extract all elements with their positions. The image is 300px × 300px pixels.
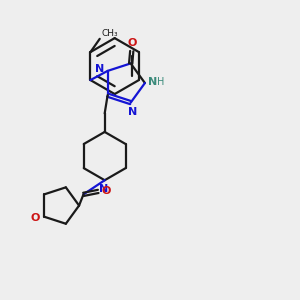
Text: O: O (31, 213, 40, 223)
Text: O: O (127, 38, 136, 48)
Text: H: H (157, 77, 165, 87)
Text: O: O (101, 186, 110, 197)
Text: CH₃: CH₃ (101, 29, 118, 38)
Text: N: N (95, 64, 104, 74)
Text: N: N (148, 77, 158, 87)
Text: N: N (128, 107, 137, 117)
Text: N: N (100, 184, 109, 194)
